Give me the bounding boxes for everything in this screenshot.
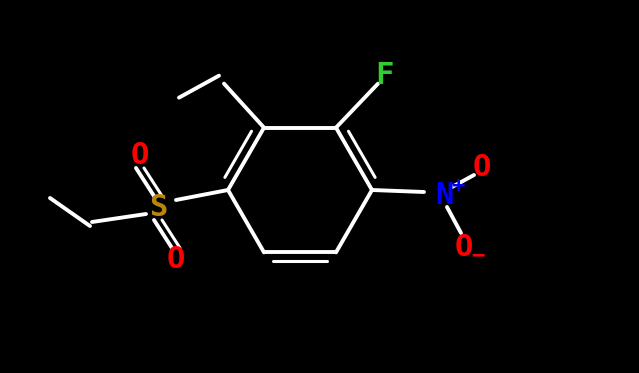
- Text: O: O: [455, 232, 473, 261]
- Text: O: O: [131, 141, 149, 170]
- Text: S: S: [149, 194, 167, 223]
- Text: −: −: [472, 245, 485, 265]
- Text: F: F: [375, 61, 393, 90]
- Text: O: O: [167, 245, 185, 275]
- Text: O: O: [473, 153, 491, 182]
- Text: N: N: [435, 181, 453, 210]
- Text: +: +: [451, 176, 465, 196]
